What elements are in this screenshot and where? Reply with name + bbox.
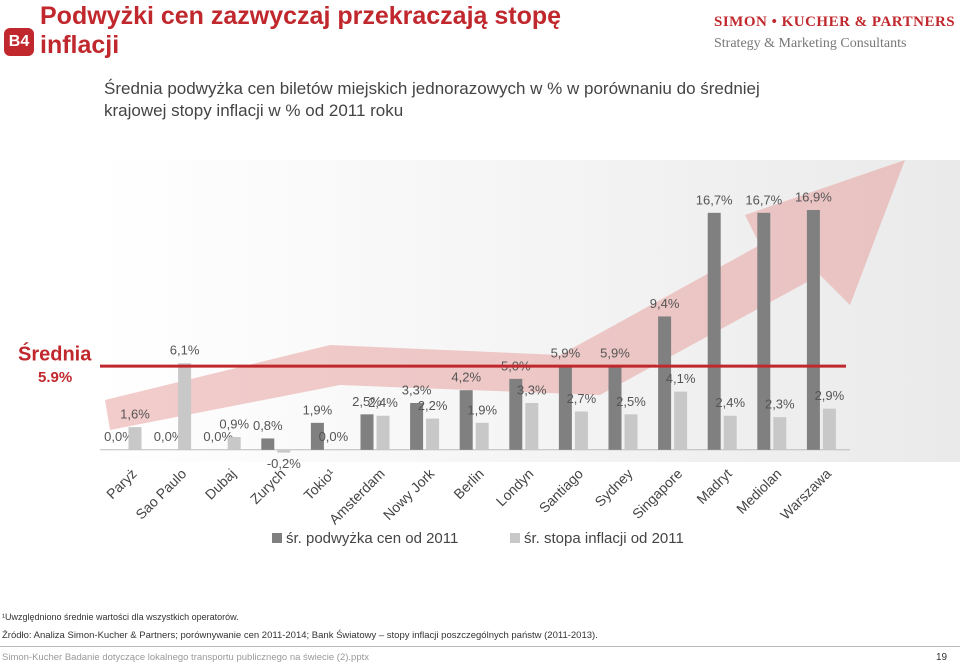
value-label: 2,9% (815, 388, 845, 403)
value-label: 0,9% (219, 416, 249, 431)
legend-label: śr. stopa inflacji od 2011 (524, 530, 684, 547)
footnote: ¹Uwzględniono średnie wartości dla wszys… (2, 612, 239, 622)
bar (227, 437, 241, 450)
bar (674, 391, 688, 450)
slide-title: Podwyżki cen zazwyczaj przekraczają stop… (40, 2, 562, 59)
chart: Średnia 0,0% 0,0% 0,0% 0,8% 1,9% 2,5% 3,3% 4,2%… (18, 160, 960, 547)
legend-swatch (272, 533, 282, 543)
value-label: 2,5% (352, 394, 382, 409)
bar (608, 366, 622, 450)
x-tick-label: Londyn (493, 465, 537, 509)
bar (624, 414, 638, 450)
bar (806, 209, 820, 450)
bar (723, 415, 737, 450)
x-tick-label: Mediolan (733, 465, 784, 516)
footer: Simon-Kucher Badanie dotyczące lokalnego… (2, 652, 370, 663)
value-label: 0,0% (319, 429, 349, 444)
average-label: Średnia (18, 341, 92, 365)
badge: B4 (4, 28, 34, 56)
average-value: 5.9% (38, 369, 72, 386)
x-tick-label: Dubaj (202, 465, 239, 502)
value-label: 6,1% (170, 343, 200, 358)
value-label: 16,7% (696, 192, 733, 207)
value-label: -0,2% (267, 456, 301, 471)
bar (773, 417, 787, 450)
x-tick-label: Berlin (450, 465, 487, 502)
x-tick-label: Sydney (591, 465, 635, 509)
value-label: 9,4% (650, 296, 680, 311)
bar (376, 415, 390, 450)
value-label: 0,0% (154, 429, 184, 444)
bar (509, 378, 523, 450)
logo-sub: Strategy & Marketing Consultants (714, 36, 907, 51)
bar (574, 411, 588, 450)
value-label: 16,9% (795, 189, 832, 204)
bar (707, 212, 721, 450)
bar (426, 418, 440, 450)
value-label: 2,7% (567, 391, 597, 406)
bar (459, 390, 473, 450)
legend-label: śr. podwyżka cen od 2011 (286, 530, 458, 547)
x-tick-label: Tokio¹ (300, 465, 338, 503)
bar (360, 414, 374, 450)
bar (128, 427, 142, 450)
x-tick-label: Nowy Jork (380, 465, 438, 523)
value-label: 2,4% (715, 395, 745, 410)
x-tick-label: Santiago (536, 465, 587, 516)
x-tick-label: Zurych (247, 465, 289, 507)
bar (558, 366, 572, 450)
value-label: 2,5% (616, 394, 646, 409)
x-tick-label: Singapore (629, 465, 686, 522)
value-label: 1,9% (303, 402, 333, 417)
value-label: 2,2% (418, 398, 448, 413)
legend-swatch (510, 533, 520, 543)
chart-subtitle: Średnia podwyżka cen biletów miejskich j… (104, 79, 760, 120)
value-label: 3,3% (517, 382, 547, 397)
source: Źródło: Analiza Simon-Kucher & Partners;… (2, 630, 598, 641)
value-label: 1,9% (467, 402, 497, 417)
value-label: 1,6% (120, 407, 150, 422)
x-tick-label: Paryż (103, 465, 140, 502)
value-label: 2,4% (368, 395, 398, 410)
footer-rule (0, 646, 960, 647)
value-label: 0,8% (253, 418, 283, 433)
logo: SIMON • KUCHER & PARTNERS (714, 14, 956, 30)
x-tick-label: Sao Paulo (132, 465, 189, 522)
bar (475, 422, 489, 450)
value-label: 0,0% (203, 429, 233, 444)
bar (178, 363, 192, 450)
bar (261, 438, 275, 450)
bar (525, 402, 539, 450)
value-label: 4,1% (666, 371, 696, 386)
value-label: 3,3% (402, 382, 432, 397)
bar (757, 212, 771, 450)
bar (822, 408, 836, 450)
value-label: 4,2% (451, 370, 481, 385)
trend-arrow (105, 160, 905, 430)
bar (658, 316, 672, 450)
x-tick-label: Madryt (693, 465, 735, 507)
page-number: 19 (936, 652, 948, 663)
value-label: 5,9% (551, 346, 581, 361)
x-tick-label: Warszawa (777, 465, 834, 522)
value-label: 0,0% (104, 429, 134, 444)
value-label: 5,9% (600, 346, 630, 361)
bar (277, 449, 291, 453)
value-label: 2,3% (765, 397, 795, 412)
bar (310, 422, 324, 450)
value-label: 16,7% (745, 192, 782, 207)
bar (410, 402, 424, 450)
